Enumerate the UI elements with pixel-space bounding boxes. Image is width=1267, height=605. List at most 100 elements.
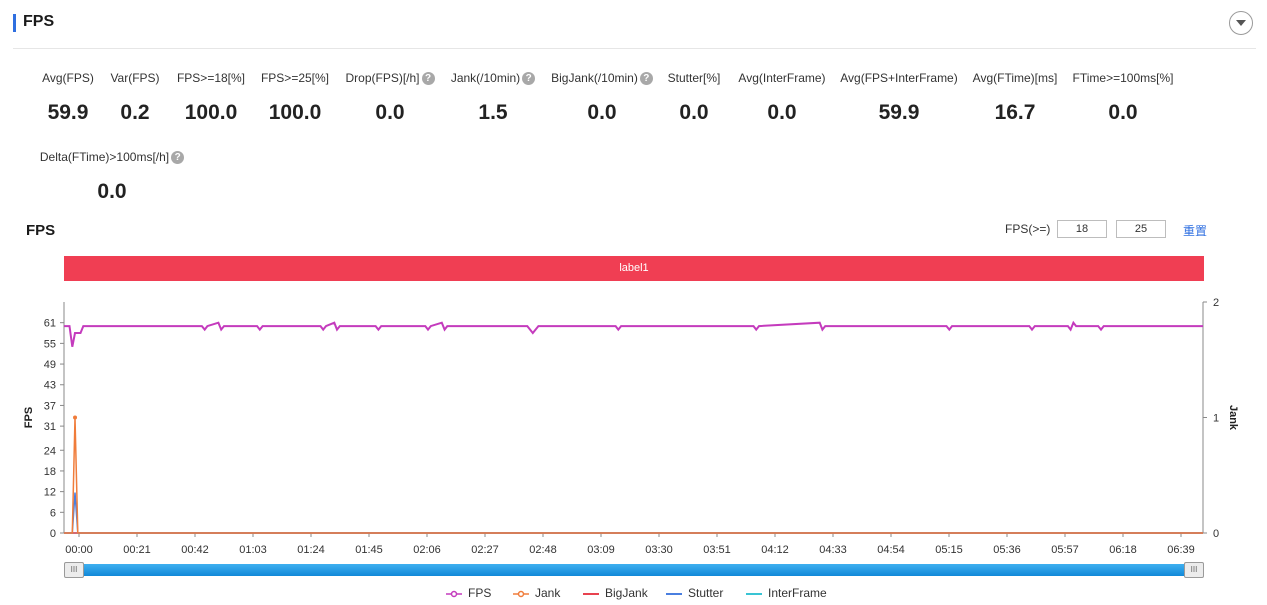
metric-label-text: Avg(InterFrame) xyxy=(738,71,826,85)
help-icon[interactable]: ? xyxy=(421,71,435,85)
metric-value: 100.0 xyxy=(184,101,238,124)
y-left-tick-label: 49 xyxy=(44,359,56,371)
x-tick-label: 06:39 xyxy=(1167,544,1195,556)
x-tick-label: 05:57 xyxy=(1051,544,1079,556)
metric-label-text: Stutter[%] xyxy=(667,71,721,85)
y-left-tick-label: 12 xyxy=(44,487,56,499)
metric-label: Avg(FPS) xyxy=(42,71,94,85)
label-band[interactable]: label1 xyxy=(64,256,1204,281)
x-tick-label: 03:51 xyxy=(703,544,731,556)
series-line-jank xyxy=(64,417,1203,534)
y-left-tick-label: 37 xyxy=(44,400,56,412)
chevron-down-icon xyxy=(1236,20,1246,26)
y-left-tick-label: 31 xyxy=(44,421,56,433)
fps-threshold-high-input[interactable] xyxy=(1116,220,1166,238)
metric-label: FTime>=100ms[%] xyxy=(1073,71,1174,85)
y-left-axis-title: FPS xyxy=(23,407,35,428)
time-range-slider[interactable]: III III xyxy=(64,562,1204,578)
legend-item-fps[interactable]: FPS xyxy=(446,586,491,600)
help-icon[interactable]: ? xyxy=(639,71,653,85)
legend-label: InterFrame xyxy=(768,586,827,600)
panel-header: FPS xyxy=(0,0,1267,49)
metric-stutter: Stutter[%] 0.0 xyxy=(614,69,774,125)
legend-item-bigjank[interactable]: BigJank xyxy=(583,586,648,600)
y-left-tick-label: 0 xyxy=(50,528,56,540)
slider-track[interactable] xyxy=(64,564,1204,576)
reset-button[interactable]: 重置 xyxy=(1183,224,1208,238)
x-tick-label: 00:21 xyxy=(123,544,151,556)
y-right-axis-title: Jank xyxy=(1227,405,1239,431)
help-icon[interactable]: ? xyxy=(171,150,185,164)
y-left-tick-label: 24 xyxy=(44,445,56,457)
metric-label: Drop(FPS)[/h]? xyxy=(345,71,435,85)
x-tick-label: 05:15 xyxy=(935,544,963,556)
metric-value: 0.2 xyxy=(120,101,150,124)
y-left-tick-label: 6 xyxy=(50,507,56,519)
metric-delta-ftime-100ms-h: Delta(FTime)>100ms[/h]? 0.0 xyxy=(32,148,192,204)
metric-label-text: Avg(FTime)[ms] xyxy=(972,71,1058,85)
collapse-button[interactable] xyxy=(1229,11,1253,35)
metric-label: Delta(FTime)>100ms[/h]? xyxy=(39,150,185,164)
legend-item-interframe[interactable]: InterFrame xyxy=(746,586,827,600)
x-tick-label: 02:06 xyxy=(413,544,441,556)
metric-value: 59.9 xyxy=(47,101,89,124)
fps-threshold-label: FPS(>=) xyxy=(1005,222,1051,236)
metric-label: Avg(InterFrame) xyxy=(738,71,825,85)
metric-drop-fps-h: Drop(FPS)[/h]? 0.0 xyxy=(310,69,470,125)
legend-label: FPS xyxy=(468,586,492,600)
y-right-tick-label: 0 xyxy=(1213,528,1219,540)
y-left-tick-label: 61 xyxy=(44,318,56,330)
metric-fps-18: FPS>=18[%] 100.0 xyxy=(131,69,291,125)
legend-marker-icon xyxy=(446,590,462,598)
metric-label: FPS>=25[%] xyxy=(261,71,329,85)
fps-threshold-low-input[interactable] xyxy=(1057,220,1107,238)
metric-avg-ftime-ms: Avg(FTime)[ms] 16.7 xyxy=(935,69,1095,125)
metric-label: FPS>=18[%] xyxy=(177,71,245,85)
metric-label: Avg(FTime)[ms] xyxy=(973,71,1058,85)
metric-jank-10min: Jank(/10min)? 1.5 xyxy=(413,69,573,125)
metric-label-text: Avg(FPS+InterFrame) xyxy=(840,71,958,85)
y-right-tick-label: 2 xyxy=(1213,297,1219,309)
legend-item-jank[interactable]: Jank xyxy=(513,586,560,600)
x-tick-label: 04:12 xyxy=(761,544,789,556)
x-tick-label: 04:33 xyxy=(819,544,847,556)
legend-item-stutter[interactable]: Stutter xyxy=(666,586,723,600)
metric-fps-25: FPS>=25[%] 100.0 xyxy=(215,69,375,125)
metric-avg-interframe: Avg(InterFrame) 0.0 xyxy=(702,69,862,125)
metric-label-text: Delta(FTime)>100ms[/h] xyxy=(39,150,170,164)
x-tick-label: 06:18 xyxy=(1109,544,1137,556)
metric-label-text: Jank(/10min) xyxy=(450,71,521,85)
series-line-fps xyxy=(64,320,1203,347)
metric-value: 0.0 xyxy=(679,101,709,124)
y-left-tick-label: 43 xyxy=(44,380,56,392)
metric-value: 0.0 xyxy=(1108,101,1138,124)
header-divider xyxy=(13,48,1256,49)
legend-marker-icon xyxy=(513,590,529,598)
header-accent-bar xyxy=(13,14,16,32)
legend-line-icon xyxy=(583,592,599,595)
legend-label: Jank xyxy=(535,586,561,600)
chart-title: FPS xyxy=(26,222,56,239)
metric-var-fps: Var(FPS) 0.2 xyxy=(55,69,215,125)
x-tick-label: 05:36 xyxy=(993,544,1021,556)
y-right-tick-label: 1 xyxy=(1213,413,1219,425)
slider-handle-right[interactable]: III xyxy=(1184,562,1204,578)
legend-label: Stutter xyxy=(688,586,724,600)
metric-label-text: Avg(FPS) xyxy=(42,71,94,85)
metric-value: 100.0 xyxy=(268,101,322,124)
x-tick-label: 03:09 xyxy=(587,544,615,556)
help-icon[interactable]: ? xyxy=(522,71,536,85)
metric-label: Avg(FPS+InterFrame) xyxy=(840,71,957,85)
metric-label-text: BigJank(/10min) xyxy=(551,71,638,85)
slider-handle-left[interactable]: III xyxy=(64,562,84,578)
metric-avg-fps: Avg(FPS) 59.9 xyxy=(0,69,148,125)
metric-label: Jank(/10min)? xyxy=(450,71,536,85)
jank-point xyxy=(73,415,78,420)
metric-value: 0.0 xyxy=(375,101,405,124)
x-tick-label: 01:45 xyxy=(355,544,383,556)
metric-bigjank-10min: BigJank(/10min)? 0.0 xyxy=(522,69,682,125)
x-tick-label: 02:48 xyxy=(529,544,557,556)
metric-label-text: FPS>=25[%] xyxy=(260,71,330,85)
x-tick-label: 00:00 xyxy=(65,544,93,556)
